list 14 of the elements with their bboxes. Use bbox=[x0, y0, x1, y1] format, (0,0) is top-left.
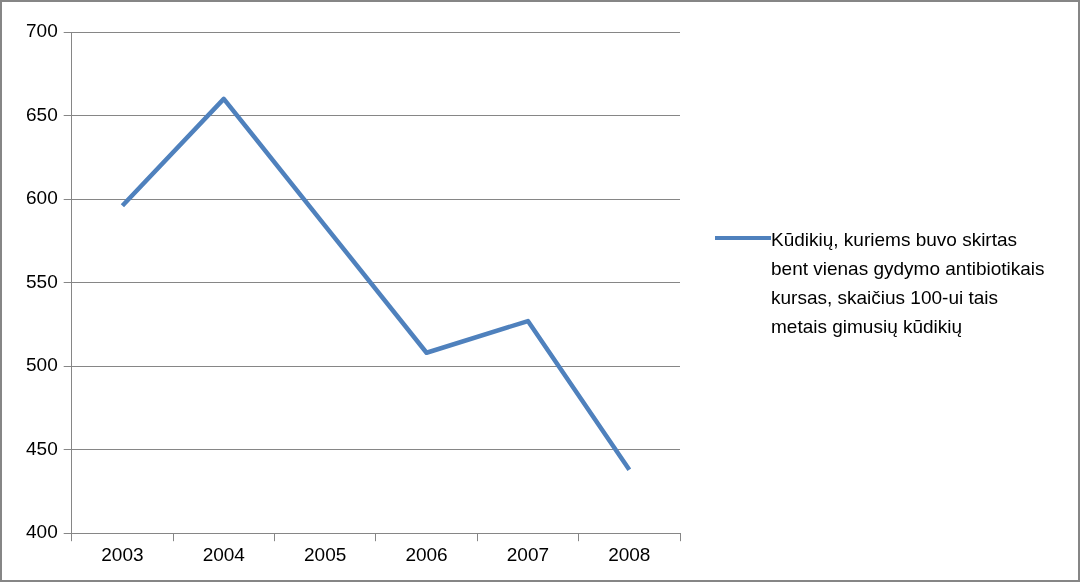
y-tick-label: 400 bbox=[26, 521, 58, 543]
y-tick-label: 500 bbox=[26, 354, 58, 376]
y-tick-label: 600 bbox=[26, 187, 58, 209]
y-tick-label: 550 bbox=[26, 270, 58, 292]
x-tick-label: 2008 bbox=[608, 543, 651, 565]
x-tick-label: 2007 bbox=[506, 543, 550, 565]
x-tick-label: 2006 bbox=[405, 543, 448, 565]
x-tick-label: 2005 bbox=[304, 543, 347, 565]
x-tick-label: 2003 bbox=[101, 543, 144, 565]
legend-label: Kūdikių, kuriems buvo skirtas bent vienas gydymo antibiotikais kursas, skaičius 100-ui tais metais gimusių kūdikių bbox=[771, 228, 1046, 339]
y-tick-label: 700 bbox=[26, 20, 58, 42]
y-tick-label: 450 bbox=[26, 437, 58, 459]
x-tick-label: 2004 bbox=[202, 543, 246, 565]
y-tick-label: 650 bbox=[26, 103, 58, 125]
